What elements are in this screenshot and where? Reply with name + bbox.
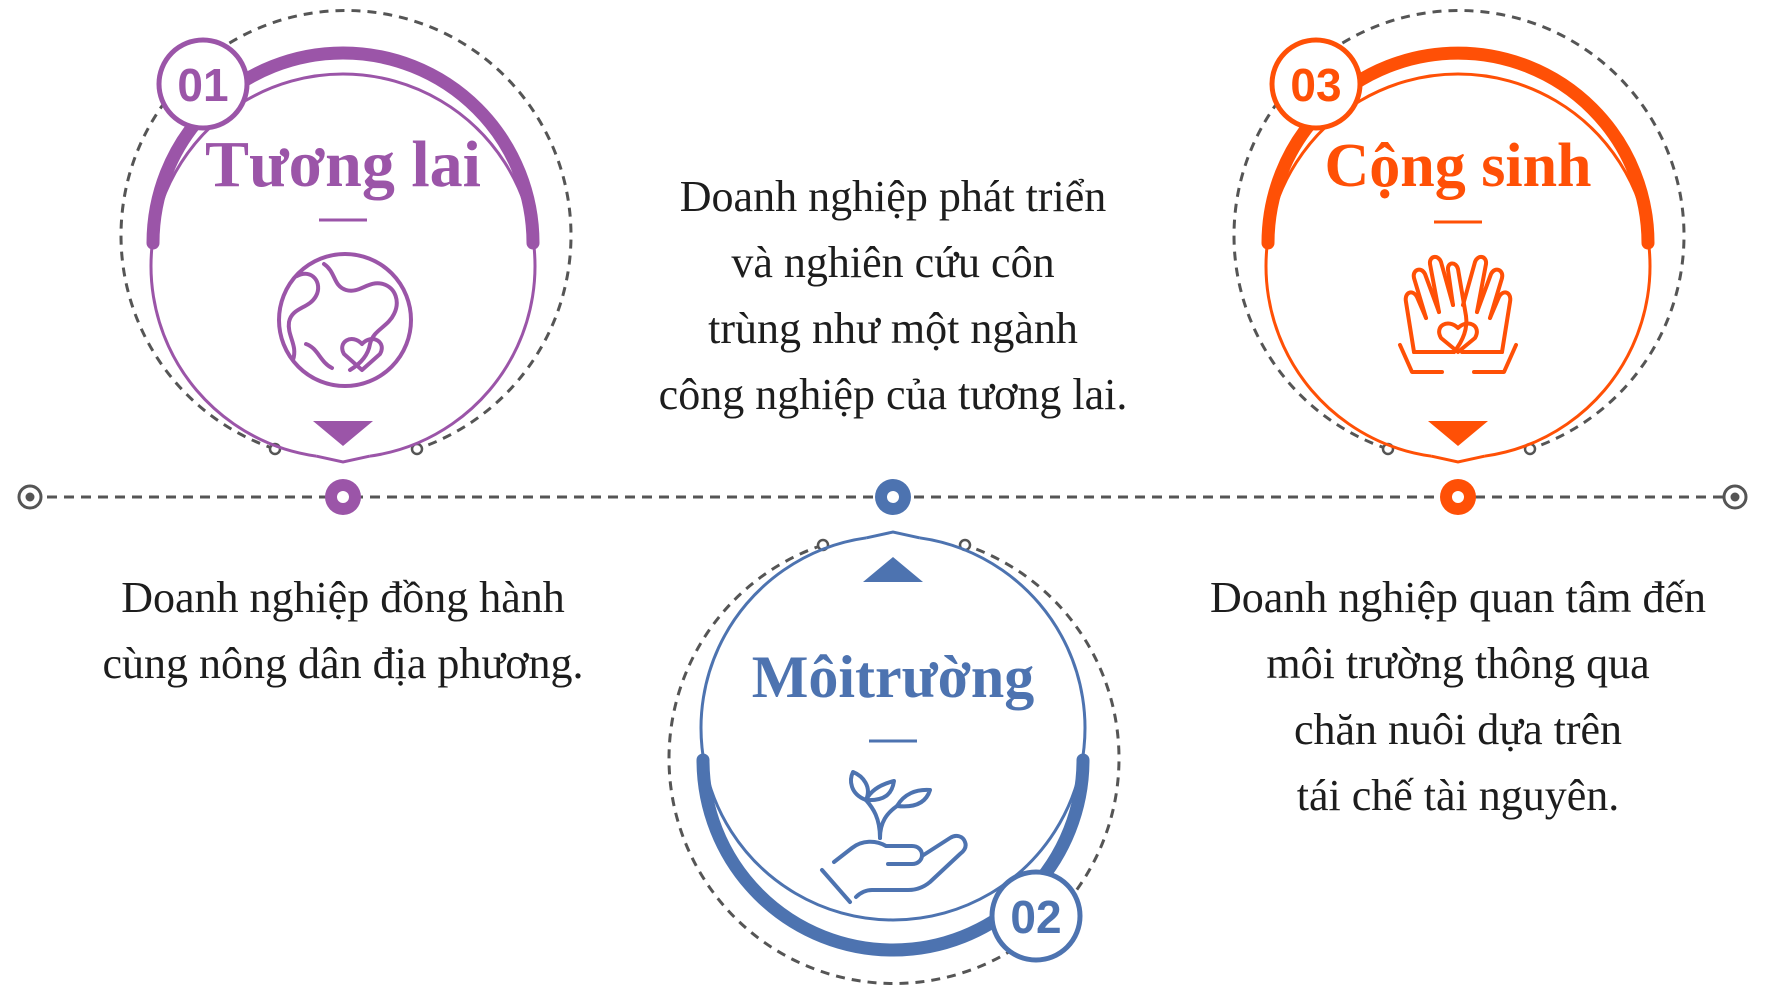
step-01-circle: 01 Tương lai — [119, 8, 573, 464]
step-01-description-line: Doanh nghiệp đồng hành — [121, 573, 565, 622]
step-02-thick-arc — [696, 753, 1090, 957]
timeline-dot-02 — [875, 479, 911, 515]
step-03-number-badge — [1269, 37, 1363, 131]
timeline-end-cap — [1722, 484, 1748, 510]
step-03-thick-arc — [1261, 46, 1655, 250]
hand-sprout-icon — [820, 770, 968, 904]
timeline-dot-03 — [1440, 479, 1476, 515]
step-02-number-badge — [989, 869, 1083, 963]
step-02-number: 02 — [1010, 891, 1061, 943]
step-02-description-line: trùng như một ngành — [708, 304, 1078, 353]
step-03-description-line: chăn nuôi dựa trên — [1293, 705, 1623, 754]
step-02-circle: 02 Môitrường — [667, 530, 1121, 986]
step-01-title: Tương lai — [205, 128, 481, 201]
step-01-number: 01 — [177, 59, 228, 111]
step-02-chevron — [866, 530, 920, 540]
step-02-inner-ring — [699, 536, 1087, 922]
step-01-description-line: cùng nông dân địa phương. — [102, 639, 584, 688]
hands-heart-icon — [1398, 255, 1518, 374]
globe-heart-icon — [277, 252, 413, 388]
timeline-start-cap — [17, 484, 43, 510]
step-03-triangle — [1428, 421, 1488, 446]
timeline-dot-01 — [325, 479, 361, 515]
step-03-description-line: tái chế tài nguyên. — [1296, 771, 1620, 820]
step-03-description-line: môi trường thông qua — [1266, 639, 1650, 688]
step-03-inner-ring — [1264, 72, 1652, 458]
step-03-circle: 03 Cộng sinh — [1232, 8, 1686, 464]
step-02-description-line: Doanh nghiệp phát triển — [679, 172, 1107, 221]
step-01-number-badge — [156, 37, 250, 131]
step-01-triangle — [313, 421, 373, 446]
step-03-chevron — [1431, 454, 1485, 464]
step-03-description: Doanh nghiệp quan tâm đến môi trường thô… — [1210, 565, 1706, 829]
step-02-description-line: và nghiên cứu côn — [731, 238, 1055, 287]
step-03-description-line: Doanh nghiệp quan tâm đến — [1209, 573, 1707, 622]
step-01-inner-ring — [149, 72, 537, 458]
step-03-title: Cộng sinh — [1324, 132, 1591, 200]
step-02-description: Doanh nghiệp phát triển và nghiên cứu cô… — [659, 164, 1128, 428]
step-01-description: Doanh nghiệp đồng hành cùng nông dân địa… — [103, 565, 584, 697]
step-01-thick-arc — [146, 46, 540, 250]
step-02-description-line: công nghiệp của tương lai. — [658, 370, 1128, 419]
step-03-number: 03 — [1290, 59, 1341, 111]
step-02-triangle — [863, 557, 923, 582]
step-01-chevron — [316, 454, 370, 464]
step-02-title: Môitrường — [752, 644, 1035, 710]
